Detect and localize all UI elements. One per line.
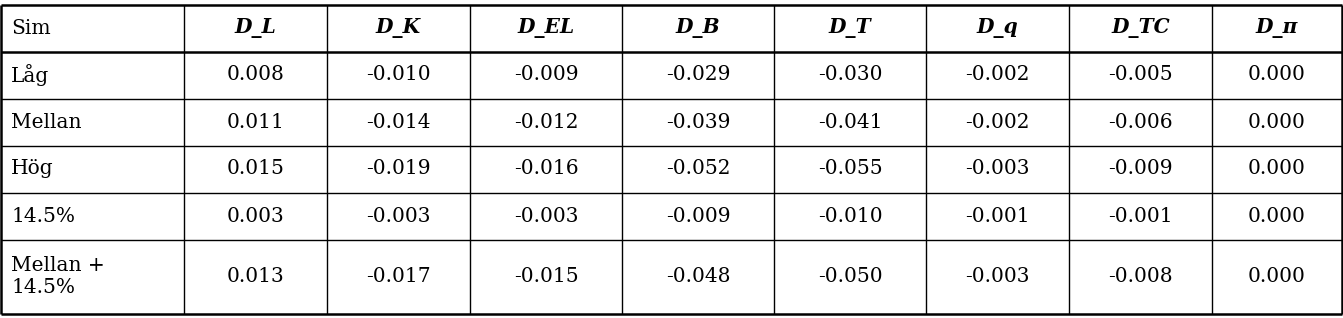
Text: -0.010: -0.010 (818, 206, 882, 225)
Text: 0.000: 0.000 (1248, 66, 1305, 85)
Text: -0.003: -0.003 (966, 160, 1030, 178)
Text: D_L: D_L (235, 18, 277, 38)
Text: D_T: D_T (829, 18, 872, 38)
Text: D_q: D_q (976, 18, 1018, 38)
Text: D_K: D_K (376, 18, 422, 38)
Text: 0.015: 0.015 (227, 160, 285, 178)
Text: -0.016: -0.016 (513, 160, 579, 178)
Text: Hög: Hög (11, 160, 54, 178)
Text: -0.012: -0.012 (514, 113, 579, 132)
Text: -0.008: -0.008 (1108, 267, 1172, 286)
Text: Låg: Låg (11, 64, 50, 86)
Text: -0.003: -0.003 (966, 267, 1030, 286)
Text: D_π: D_π (1256, 18, 1299, 38)
Text: -0.003: -0.003 (514, 206, 579, 225)
Text: 0.013: 0.013 (227, 267, 285, 286)
Text: 0.000: 0.000 (1248, 267, 1305, 286)
Text: -0.014: -0.014 (367, 113, 431, 132)
Text: 0.000: 0.000 (1248, 113, 1305, 132)
Text: -0.019: -0.019 (367, 160, 431, 178)
Text: -0.001: -0.001 (966, 206, 1030, 225)
Text: Mellan: Mellan (11, 113, 82, 132)
Text: -0.017: -0.017 (367, 267, 431, 286)
Text: -0.029: -0.029 (666, 66, 731, 85)
Text: 14.5%: 14.5% (11, 206, 75, 225)
Text: 0.003: 0.003 (227, 206, 285, 225)
Text: D_B: D_B (676, 18, 720, 38)
Text: -0.048: -0.048 (666, 267, 731, 286)
Text: -0.005: -0.005 (1108, 66, 1172, 85)
Text: -0.009: -0.009 (1108, 160, 1172, 178)
Text: D_TC: D_TC (1111, 18, 1170, 38)
Text: Mellan +
14.5%: Mellan + 14.5% (11, 256, 105, 297)
Text: -0.003: -0.003 (367, 206, 431, 225)
Text: -0.052: -0.052 (666, 160, 731, 178)
Text: 0.000: 0.000 (1248, 160, 1305, 178)
Text: -0.015: -0.015 (513, 267, 579, 286)
Text: -0.001: -0.001 (1108, 206, 1172, 225)
Text: -0.039: -0.039 (666, 113, 731, 132)
Text: -0.006: -0.006 (1108, 113, 1172, 132)
Text: 0.011: 0.011 (227, 113, 285, 132)
Text: -0.030: -0.030 (818, 66, 882, 85)
Text: -0.050: -0.050 (818, 267, 882, 286)
Text: -0.009: -0.009 (513, 66, 579, 85)
Text: Sim: Sim (11, 18, 51, 38)
Text: D_EL: D_EL (517, 18, 575, 38)
Text: -0.055: -0.055 (818, 160, 882, 178)
Text: -0.002: -0.002 (966, 66, 1030, 85)
Text: 0.000: 0.000 (1248, 206, 1305, 225)
Text: -0.002: -0.002 (966, 113, 1030, 132)
Text: -0.041: -0.041 (818, 113, 882, 132)
Text: -0.010: -0.010 (367, 66, 431, 85)
Text: -0.009: -0.009 (666, 206, 731, 225)
Text: 0.008: 0.008 (227, 66, 285, 85)
